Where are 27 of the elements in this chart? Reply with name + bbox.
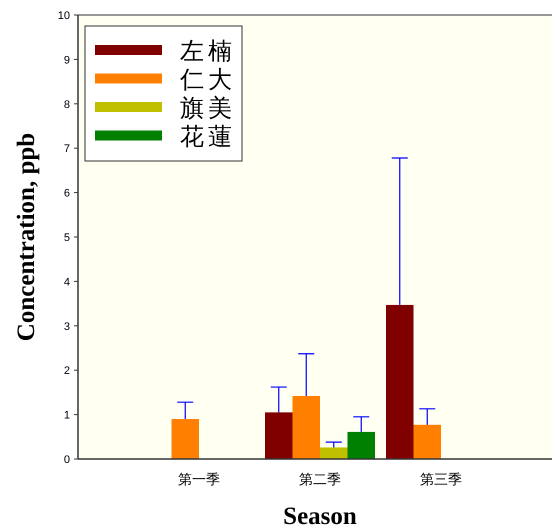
y-tick-label: 3 [64, 320, 70, 333]
x-tick-label: 第二季 [299, 472, 341, 488]
legend-label: 仁大 [179, 66, 236, 94]
bar [292, 396, 320, 459]
y-tick-label: 0 [64, 454, 70, 466]
x-axis-title: Season [283, 503, 357, 529]
y-tick-label: 10 [58, 10, 70, 22]
y-tick-label: 5 [64, 232, 70, 244]
legend-label: 旗美 [180, 94, 236, 122]
y-tick-label: 4 [64, 276, 70, 288]
y-tick-label: 6 [64, 188, 70, 200]
bar [348, 432, 375, 459]
y-tick-label: 7 [64, 143, 70, 156]
bar [265, 412, 292, 459]
bar [414, 424, 441, 459]
bar [386, 304, 414, 459]
x-tick-label: 第三季 [420, 472, 462, 488]
bar [172, 419, 199, 459]
legend-label: 左楠 [180, 37, 236, 65]
y-tick-label: 2 [64, 365, 70, 378]
y-tick-label: 1 [64, 410, 70, 422]
y-tick-label: 8 [64, 98, 70, 111]
y-axis-title: Concentration, ppb [13, 132, 40, 342]
bar [320, 447, 348, 459]
x-tick-label: 第一季 [178, 472, 220, 488]
y-tick-label: 9 [64, 54, 70, 66]
legend-label: 花蓮 [180, 122, 236, 150]
